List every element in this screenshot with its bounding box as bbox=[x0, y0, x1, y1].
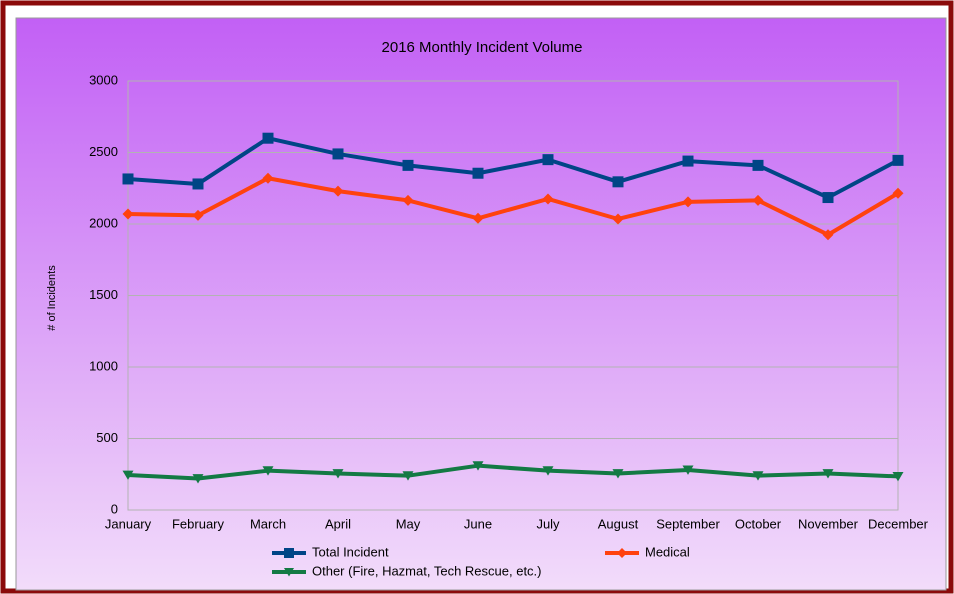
legend-label: Total Incident bbox=[312, 544, 389, 559]
marker bbox=[262, 466, 274, 476]
y-tick-label: 0 bbox=[111, 501, 118, 516]
x-tick-label: December bbox=[868, 516, 929, 531]
marker bbox=[402, 159, 414, 171]
marker bbox=[892, 187, 904, 199]
marker bbox=[892, 154, 904, 166]
marker bbox=[542, 466, 554, 476]
y-axis-label: # of Incidents bbox=[46, 265, 58, 331]
marker bbox=[752, 159, 764, 171]
marker bbox=[822, 192, 834, 204]
series-line bbox=[127, 176, 900, 237]
x-tick-label: July bbox=[536, 516, 560, 531]
x-tick-label: October bbox=[735, 516, 782, 531]
marker bbox=[542, 154, 554, 166]
marker bbox=[682, 465, 694, 475]
y-tick-label: 2500 bbox=[89, 144, 118, 159]
marker bbox=[192, 474, 204, 484]
y-tick-label: 500 bbox=[96, 430, 118, 445]
marker bbox=[192, 178, 204, 190]
y-tick-label: 1500 bbox=[89, 287, 118, 302]
chart-title: 2016 Monthly Incident Volume bbox=[382, 39, 583, 56]
y-tick-label: 2000 bbox=[89, 215, 118, 230]
marker bbox=[332, 185, 344, 197]
marker bbox=[284, 548, 294, 558]
marker bbox=[284, 568, 294, 577]
marker bbox=[122, 173, 134, 185]
marker bbox=[612, 213, 624, 225]
marker bbox=[752, 194, 764, 206]
marker bbox=[402, 471, 414, 481]
x-tick-label: August bbox=[598, 516, 639, 531]
marker bbox=[752, 471, 764, 481]
marker bbox=[332, 148, 344, 160]
marker bbox=[682, 155, 694, 167]
marker bbox=[472, 167, 484, 179]
marker bbox=[612, 469, 624, 479]
legend-label: Other (Fire, Hazmat, Tech Rescue, etc.) bbox=[312, 563, 542, 578]
marker bbox=[192, 209, 204, 221]
x-tick-label: January bbox=[105, 516, 152, 531]
y-tick-label: 1000 bbox=[89, 358, 118, 373]
series-line bbox=[127, 136, 899, 200]
x-tick-label: March bbox=[250, 516, 286, 531]
chart-background bbox=[15, 17, 947, 591]
marker bbox=[332, 469, 344, 479]
marker bbox=[617, 548, 627, 558]
x-tick-label: April bbox=[325, 516, 351, 531]
marker bbox=[122, 208, 134, 220]
marker bbox=[402, 194, 414, 206]
x-tick-label: February bbox=[172, 516, 225, 531]
marker bbox=[472, 212, 484, 224]
marker bbox=[682, 196, 694, 208]
marker bbox=[822, 469, 834, 479]
marker bbox=[822, 229, 834, 241]
marker bbox=[892, 471, 904, 482]
y-tick-label: 3000 bbox=[89, 72, 118, 87]
x-tick-label: May bbox=[396, 516, 421, 531]
x-tick-label: November bbox=[798, 516, 859, 531]
marker bbox=[472, 461, 484, 471]
x-tick-label: September bbox=[656, 516, 720, 531]
marker bbox=[612, 176, 624, 188]
marker bbox=[262, 132, 274, 144]
x-tick-label: June bbox=[464, 516, 492, 531]
marker bbox=[542, 193, 554, 205]
legend-label: Medical bbox=[645, 544, 690, 559]
marker bbox=[122, 470, 134, 480]
series-line bbox=[127, 463, 899, 481]
marker bbox=[262, 172, 274, 184]
